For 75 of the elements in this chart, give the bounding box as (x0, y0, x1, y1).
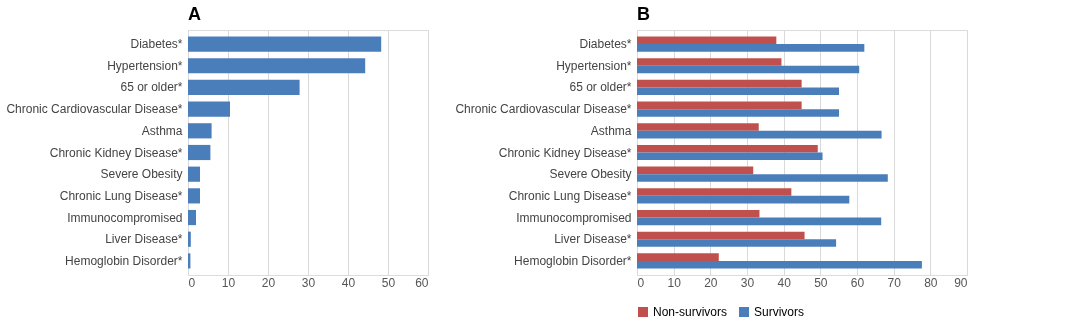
bar (188, 144, 211, 161)
y-tick-label: Asthma (590, 123, 632, 138)
x-tick-label: 80 (924, 275, 938, 290)
x-tick-label: 60 (415, 275, 429, 290)
y-tick-label: Immunocompromised (67, 210, 183, 225)
bar (637, 152, 823, 161)
x-tick-label: 0 (637, 275, 645, 290)
x-tick-label: 40 (341, 275, 356, 290)
y-tick-label: Asthma (141, 123, 183, 138)
y-tick-label: 65 or older* (120, 80, 183, 95)
chart-title: B (637, 4, 650, 24)
bar (637, 188, 792, 196)
legend-label: Non-survivors (653, 305, 728, 319)
bar (188, 209, 196, 226)
bar (188, 231, 191, 247)
y-tick-label: Chronic Kidney Disease* (498, 145, 632, 160)
bar (188, 58, 366, 74)
bar (188, 36, 382, 52)
x-tick-label: 50 (814, 275, 828, 290)
bar (637, 260, 922, 269)
y-tick-label: Chronic Cardiovascular Disease* (455, 102, 632, 117)
bar (188, 79, 300, 96)
legend-label: Survivors (754, 305, 805, 319)
y-tick-label: Liver Disease* (105, 232, 183, 247)
bar (637, 209, 760, 218)
bar (188, 166, 200, 182)
x-tick-label: 30 (301, 275, 316, 290)
bar (637, 44, 865, 52)
y-tick-label: Severe Obesity (100, 167, 183, 182)
y-tick-label: Hypertension* (107, 58, 183, 73)
chart-title: A (188, 4, 201, 24)
x-tick-label: 60 (850, 275, 865, 290)
y-tick-label: Hemoglobin Disorder* (65, 253, 183, 268)
bar (637, 217, 882, 226)
bar (637, 123, 759, 131)
bar (637, 231, 805, 240)
x-tick-label: 90 (954, 275, 968, 290)
y-tick-label: Hypertension* (556, 58, 632, 73)
x-tick-label: 20 (261, 275, 276, 290)
bar (637, 101, 802, 110)
bar (637, 109, 840, 117)
y-tick-label: Liver Disease* (554, 232, 632, 247)
y-tick-label: Chronic Kidney Disease* (49, 145, 183, 160)
bar (637, 253, 719, 261)
bar (637, 174, 888, 182)
x-tick-label: 30 (740, 275, 755, 290)
bar (637, 58, 782, 66)
y-tick-label: Immunocompromised (516, 210, 632, 225)
y-tick-label: 65 or older* (569, 80, 632, 95)
bar (637, 166, 754, 175)
y-tick-label: Diabetes* (579, 37, 632, 52)
x-tick-label: 0 (188, 275, 196, 290)
bar (637, 130, 882, 139)
bar (637, 79, 802, 88)
bar (637, 65, 860, 74)
x-tick-label: 40 (777, 275, 792, 290)
bar (637, 195, 850, 204)
bar (188, 101, 230, 117)
x-tick-label: 10 (221, 275, 236, 290)
y-tick-label: Chronic Lung Disease* (59, 188, 183, 203)
x-tick-label: 70 (887, 275, 902, 290)
x-tick-label: 50 (381, 275, 396, 290)
y-tick-label: Diabetes* (130, 37, 183, 52)
y-tick-label: Chronic Cardiovascular Disease* (6, 102, 183, 117)
bar (637, 36, 777, 45)
bar (637, 87, 840, 96)
bar (637, 239, 837, 247)
y-tick-label: Hemoglobin Disorder* (514, 253, 632, 268)
y-tick-label: Severe Obesity (549, 167, 632, 182)
x-tick-label: 10 (667, 275, 682, 290)
bar (188, 123, 212, 139)
x-tick-label: 20 (704, 275, 718, 290)
bar (637, 144, 818, 153)
bar (188, 188, 200, 204)
y-tick-label: Chronic Lung Disease* (508, 188, 632, 203)
